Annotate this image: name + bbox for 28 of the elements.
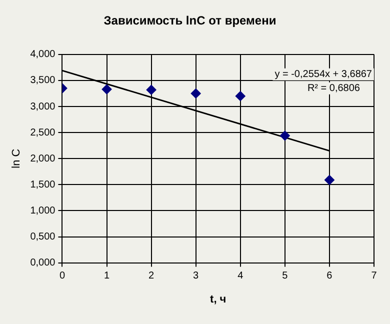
x-tick-label: 2: [148, 270, 155, 282]
y-tick-label: 0,000: [30, 258, 56, 269]
y-axis-title: ln C: [10, 148, 23, 168]
x-axis-title: t, ч: [210, 293, 226, 306]
y-tick-label: 2,500: [30, 127, 56, 138]
point: [280, 130, 290, 141]
point: [324, 174, 334, 185]
x-tick-label: 4: [238, 270, 244, 282]
point: [235, 91, 246, 102]
y-tick-label: 1,500: [30, 179, 56, 190]
y-tick-label: 3,000: [30, 101, 56, 112]
x-tick-label: 7: [371, 270, 378, 282]
point: [146, 84, 156, 95]
point: [190, 88, 201, 98]
x-tick-label: 1: [104, 270, 110, 282]
x-tick-label: 3: [193, 270, 200, 282]
x-tick-label: 5: [282, 270, 288, 282]
y-tick-label: 4,000: [30, 49, 56, 60]
y-tick-label: 3,500: [30, 75, 56, 86]
y-tick-label: 2,000: [30, 153, 56, 164]
x-tick-label: 0: [59, 270, 66, 282]
point: [102, 84, 112, 94]
annotation: y = -0,2554x + 3,6867: [274, 69, 372, 80]
y-tick-label: 0,500: [30, 232, 56, 242]
y-tick-label: 1,000: [30, 205, 56, 216]
chart-title: Зависимость lnC от времени: [104, 14, 276, 28]
x-tick-label: 6: [326, 270, 333, 282]
annotation: R² = 0,6806: [307, 83, 360, 94]
